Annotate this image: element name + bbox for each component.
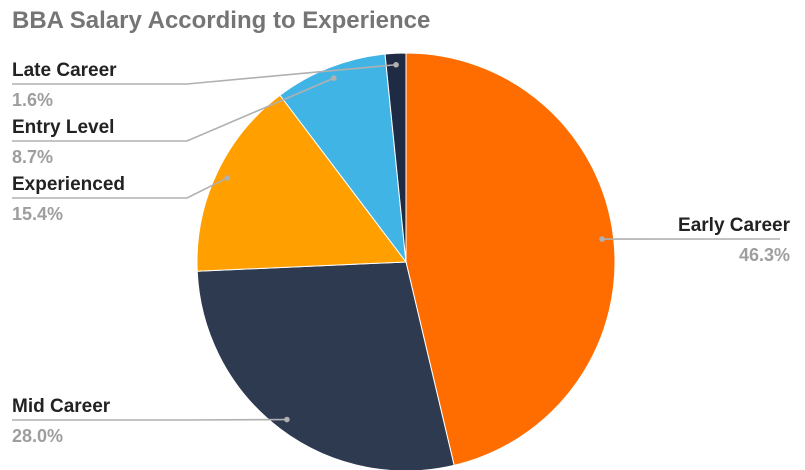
leader-dot-experienced	[224, 175, 231, 181]
pie-slice-early-career	[405, 52, 616, 466]
slice-value-mid-career: 28.0%	[12, 426, 63, 446]
slice-labels: Early Career 46.3% Mid Career 28.0% Experien…	[12, 60, 791, 446]
chart-title: BBA Salary According to Experience	[12, 7, 430, 34]
slice-value-late-career: 1.6%	[12, 90, 53, 110]
leader-line-experienced	[12, 177, 228, 199]
slice-value-entry-level: 8.7%	[12, 147, 53, 167]
slice-label-experienced: Experienced	[12, 174, 125, 195]
pie-slice-mid-career	[196, 261, 455, 470]
slice-label-early-career: Early Career	[678, 215, 791, 236]
leader-line-entry-level	[12, 77, 335, 142]
leader-dot-late-career	[393, 61, 399, 68]
slice-label-mid-career: Mid Career	[12, 396, 111, 417]
slice-value-experienced: 15.4%	[12, 204, 63, 224]
pie-slice-entry-level	[279, 53, 407, 264]
leader-line-late-career	[12, 63, 397, 85]
slice-label-entry-level: Entry Level	[12, 117, 114, 138]
slice-label-late-career: Late Career	[12, 60, 117, 81]
pie-slices	[196, 52, 616, 470]
slice-value-early-career: 46.3%	[739, 245, 790, 265]
leader-dot-entry-level	[331, 75, 337, 81]
leader-dot-mid-career	[284, 416, 290, 423]
leader-lines	[12, 61, 781, 423]
leader-dot-early-career	[599, 236, 605, 242]
pie-slice-late-career	[384, 52, 407, 263]
